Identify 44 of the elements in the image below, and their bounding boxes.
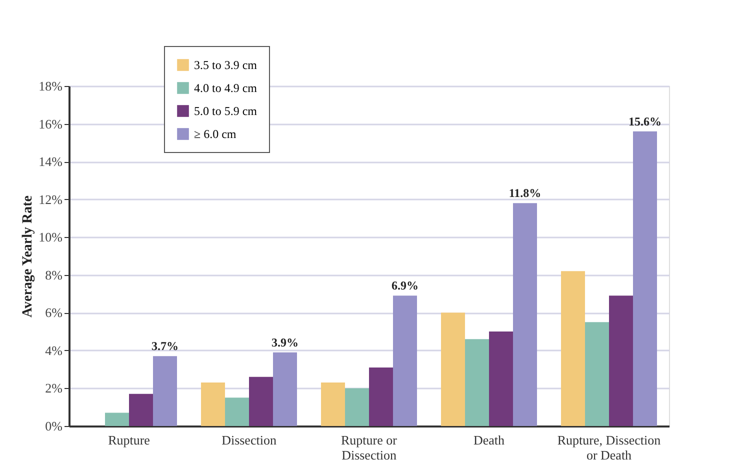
bar [585, 322, 609, 426]
legend-label: 5.0 to 5.9 cm [194, 104, 258, 118]
y-tick-label: 12% [38, 192, 63, 207]
bar [561, 271, 585, 426]
bar [273, 352, 297, 426]
y-tick-label: 6% [45, 305, 63, 320]
bar [249, 376, 273, 426]
bar [153, 356, 177, 426]
y-tick-label: 8% [45, 267, 63, 282]
bar [489, 332, 513, 426]
x-tick-label: Rupture or Dissection [341, 432, 398, 462]
bar [465, 339, 489, 426]
legend-label: ≥ 6.0 cm [194, 127, 237, 141]
x-tick-label: Rupture, Dissection or Death [557, 432, 662, 462]
y-tick-label: 0% [45, 418, 63, 434]
x-tick-label: Rupture [108, 432, 150, 448]
data-label: 15.6% [628, 114, 662, 128]
bar [393, 296, 417, 426]
bar [129, 394, 153, 426]
data-label: 11.8% [508, 186, 542, 200]
y-tick-label: 14% [38, 154, 63, 170]
bar [441, 312, 465, 426]
bar [225, 398, 249, 426]
x-tick-label: Death [473, 432, 506, 448]
bar [321, 382, 345, 426]
y-tick-label: 16% [38, 116, 63, 132]
y-axis-title: Average Yearly Rate [20, 195, 36, 318]
bar [345, 388, 369, 426]
bar [201, 382, 225, 426]
bar [609, 296, 633, 426]
y-tick-label: 18% [38, 78, 63, 94]
legend-label: 3.5 to 3.9 cm [194, 58, 258, 72]
legend-label: 4.0 to 4.9 cm [194, 81, 258, 95]
bar [105, 412, 129, 426]
bar [369, 367, 393, 426]
y-tick-label: 4% [45, 342, 63, 358]
y-tick-label: 10% [38, 230, 63, 245]
bar [633, 131, 657, 426]
bar [513, 203, 537, 426]
data-label: 3.9% [272, 335, 298, 350]
x-tick-label: Dissection [222, 432, 277, 448]
data-label: 3.7% [152, 339, 178, 354]
y-tick-label: 2% [45, 380, 63, 396]
data-label: 6.9% [392, 278, 418, 293]
